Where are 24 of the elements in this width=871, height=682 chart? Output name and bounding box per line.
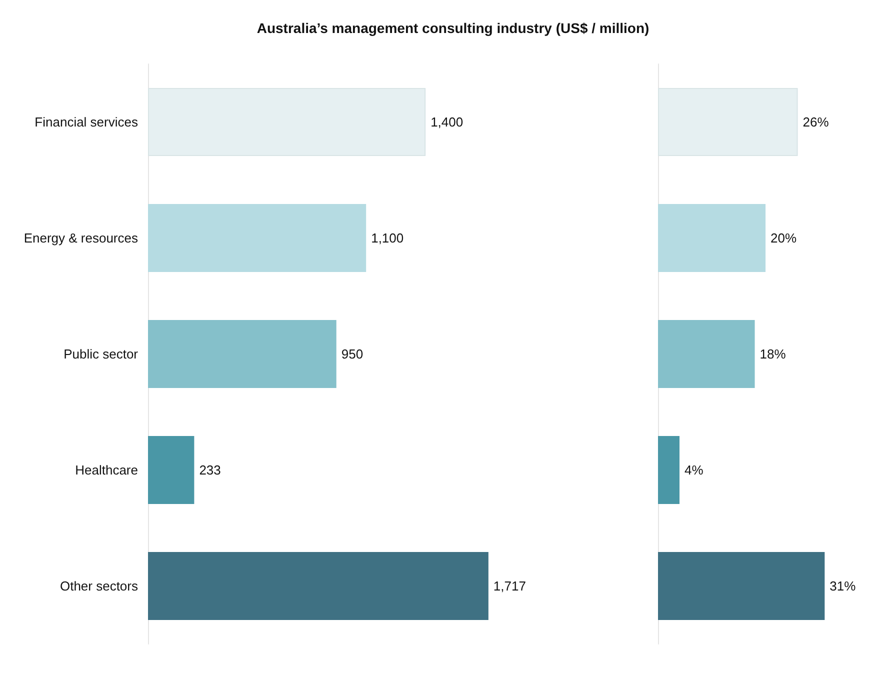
y-tick-label: Healthcare <box>75 462 138 478</box>
chart-title: Australia’s management consulting industry (US$ / million) <box>256 20 650 36</box>
bar <box>658 552 825 620</box>
bar <box>148 320 336 388</box>
data-label: 20% <box>770 230 797 246</box>
bar <box>658 436 680 504</box>
data-label: 233 <box>199 462 221 478</box>
data-label: 1,717 <box>493 578 526 594</box>
y-tick-label: Other sectors <box>60 578 138 594</box>
data-label: 1,400 <box>430 114 464 130</box>
bar <box>148 204 366 272</box>
bar <box>658 204 766 272</box>
y-tick-label: Financial services <box>34 114 138 130</box>
bar <box>148 552 488 620</box>
bar <box>148 436 194 504</box>
data-label: 31% <box>830 578 856 594</box>
bar <box>658 320 755 388</box>
y-tick-label: Public sector <box>64 346 139 362</box>
y-tick-label: Energy & resources <box>24 230 138 246</box>
data-label: 4% <box>684 462 704 478</box>
data-label: 950 <box>341 346 364 362</box>
data-label: 1,100 <box>371 230 404 246</box>
data-label: 26% <box>802 114 830 130</box>
data-label: 18% <box>760 346 786 362</box>
